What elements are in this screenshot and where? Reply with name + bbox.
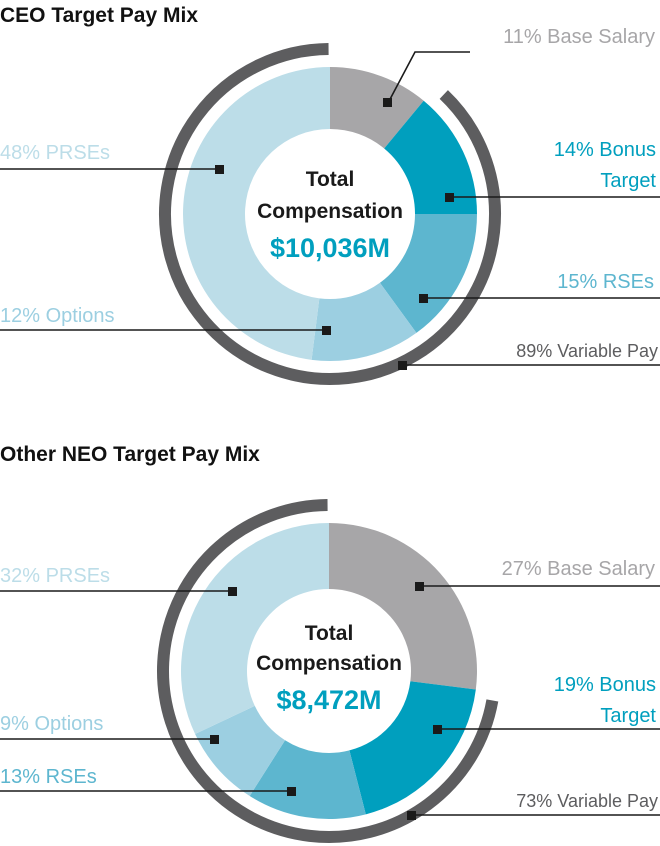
chart-1-total-value: $10,036M: [270, 233, 390, 263]
chart-1-label-bonus-1: 14% Bonus: [554, 139, 656, 161]
chart-2-label-rses: 13% RSEs: [0, 766, 97, 788]
chart-1-slice-bonus-target: [384, 100, 477, 214]
chart-1-label-prses: 48% PRSEs: [0, 142, 110, 164]
chart-1-base-salary-bracket: [321, 49, 401, 65]
chart-1-center-total: Total: [306, 168, 355, 191]
chart-2-title: Other NEO Target Pay Mix: [0, 443, 260, 466]
chart-1-slice-base-salary: [330, 67, 424, 149]
chart-2-slice-bonus-target: [349, 681, 476, 815]
chart-2-total-value: $8,472M: [276, 685, 381, 715]
chart-1-leader-markers: [215, 98, 454, 370]
chart-1-donut: [183, 67, 477, 361]
chart-1-label-options: 12% Options: [0, 305, 115, 327]
chart-1-label-variable-pay: 89% Variable Pay: [516, 341, 658, 361]
chart-2-center-compensation: Compensation: [256, 652, 402, 675]
chart-2-label-bonus-2: Target: [600, 705, 656, 727]
marker-bonus: [433, 725, 442, 734]
chart-2-slice-options: [195, 705, 286, 796]
chart-1-label-bonus-2: Target: [600, 170, 656, 192]
chart-2-label-bonus-1: 19% Bonus: [554, 674, 656, 696]
chart-1-slice-options: [311, 282, 417, 361]
marker-rses: [287, 787, 296, 796]
marker-prses: [215, 165, 224, 174]
marker-rses: [419, 294, 428, 303]
chart-2-leader-markers: [210, 582, 442, 820]
chart-2-variable-ring: [157, 499, 499, 843]
chart-1-label-base-salary: 11% Base Salary: [503, 26, 655, 48]
chart-1-slice-rses: [379, 214, 477, 333]
marker-prses: [228, 587, 237, 596]
marker-base-salary: [383, 98, 392, 107]
chart-1-slice-prses: [183, 67, 330, 360]
leader-base-salary: [387, 51, 470, 104]
marker-base-salary: [415, 582, 424, 591]
chart-1-leader-lines: [0, 51, 660, 366]
chart-2-variable-pay-arc: [157, 499, 499, 843]
marker-bonus: [445, 193, 454, 202]
chart-1-title: CEO Target Pay Mix: [0, 4, 198, 27]
marker-options: [322, 326, 331, 335]
chart-1-center-compensation: Compensation: [257, 200, 403, 223]
marker-variable-pay: [398, 361, 407, 370]
chart-2-label-base-salary: 27% Base Salary: [502, 558, 655, 580]
chart-2-leader-lines: [0, 585, 660, 816]
chart-2-slice-rses: [249, 740, 366, 820]
chart-2-slice-prses: [181, 523, 329, 735]
marker-variable-pay: [407, 811, 416, 820]
chart-1-label-rses: 15% RSEs: [557, 271, 654, 293]
chart-2-slice-base-salary: [329, 523, 477, 690]
chart-2-donut: [181, 523, 477, 820]
chart-1-variable-pay-arc: [159, 43, 501, 385]
marker-options: [210, 735, 219, 744]
chart-2-label-options: 9% Options: [0, 713, 103, 735]
chart-2-label-prses: 32% PRSEs: [0, 565, 110, 587]
chart-2-label-variable-pay: 73% Variable Pay: [516, 791, 658, 811]
chart-2-center-total: Total: [305, 622, 354, 645]
chart-1-variable-ring: [159, 43, 501, 385]
